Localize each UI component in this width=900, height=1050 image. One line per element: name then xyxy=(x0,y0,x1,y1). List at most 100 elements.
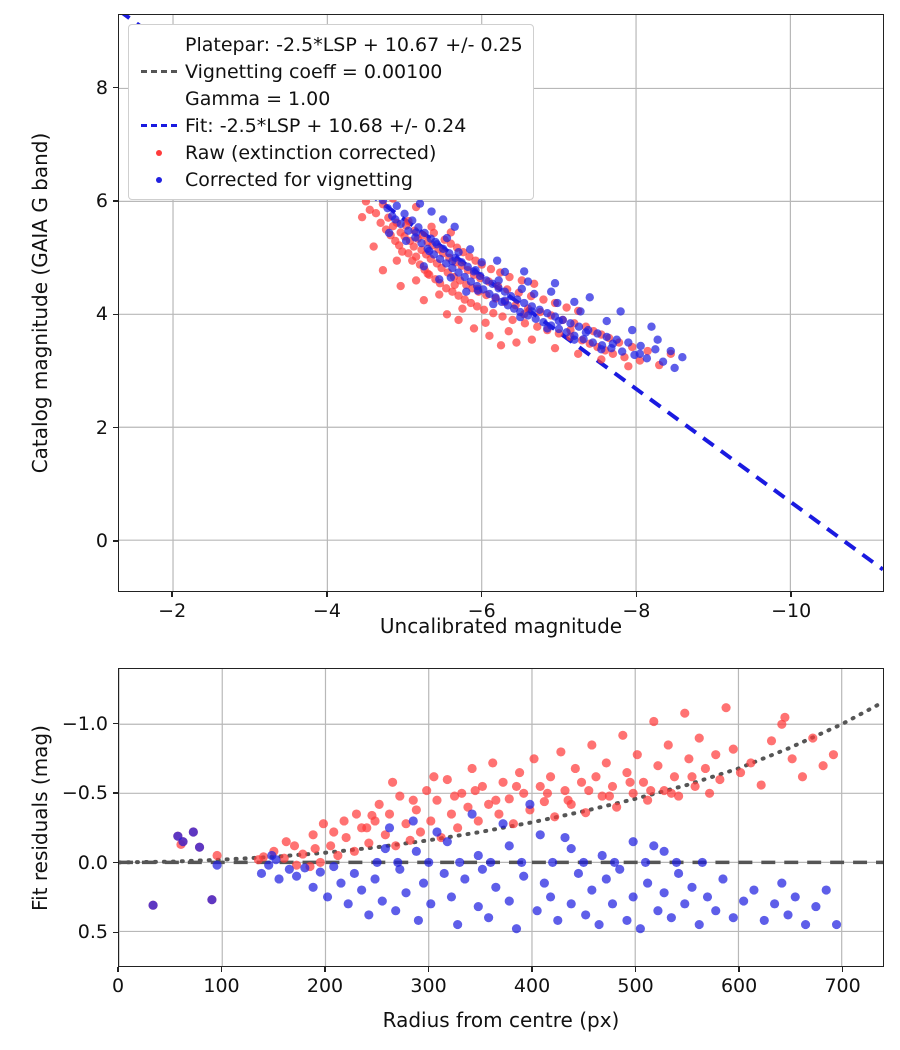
scatter-point xyxy=(372,857,382,867)
scatter-point xyxy=(400,209,409,218)
scatter-point xyxy=(581,328,591,337)
scatter-point xyxy=(800,919,811,930)
scatter-point xyxy=(274,874,284,884)
scatter-point xyxy=(718,874,728,884)
scatter-point xyxy=(546,287,556,296)
scatter-point xyxy=(392,256,402,265)
scatter-point xyxy=(491,293,500,302)
scatter-point xyxy=(663,740,673,750)
scatter-point xyxy=(393,857,403,867)
scatter-point xyxy=(597,355,606,364)
scatter-point xyxy=(391,906,401,916)
scatter-point xyxy=(783,910,793,920)
scatter-point xyxy=(460,295,469,304)
residuals-plot-canvas xyxy=(119,669,883,966)
scatter-point xyxy=(517,284,527,294)
scatter-point xyxy=(632,750,642,760)
scatter-point xyxy=(554,324,564,334)
scatter-point xyxy=(442,284,451,293)
legend-dot-icon xyxy=(137,166,181,193)
scatter-point xyxy=(371,209,381,218)
scatter-point xyxy=(570,763,580,774)
scatter-point xyxy=(647,322,656,331)
scatter-point xyxy=(690,781,700,791)
scatter-point xyxy=(527,335,537,344)
scatter-point xyxy=(678,353,687,362)
scatter-point xyxy=(504,841,514,851)
scatter-point xyxy=(659,785,669,796)
legend-item: Corrected for vignetting xyxy=(137,166,523,193)
scatter-point xyxy=(494,284,503,293)
scatter-point xyxy=(607,781,618,791)
scatter-point xyxy=(721,703,731,713)
scatter-point xyxy=(482,276,491,285)
scatter-point xyxy=(500,267,510,277)
scatter-point xyxy=(422,785,432,796)
scatter-point xyxy=(780,712,790,722)
scatter-point xyxy=(543,324,552,333)
scatter-point xyxy=(504,896,514,906)
scatter-point xyxy=(446,892,457,902)
y-tick xyxy=(113,426,118,429)
scatter-point xyxy=(489,308,498,318)
scatter-point xyxy=(821,885,831,895)
scatter-point xyxy=(539,318,548,327)
dot-marker-icon xyxy=(156,176,162,183)
scatter-point xyxy=(491,795,501,805)
scatter-point xyxy=(680,899,690,909)
scatter-point xyxy=(666,913,676,923)
scatter-point xyxy=(413,915,423,925)
scatter-point xyxy=(554,316,564,326)
scatter-point xyxy=(749,885,759,895)
legend-item-label: Raw (extinction corrected) xyxy=(185,141,437,164)
scatter-point xyxy=(576,777,587,787)
scatter-point xyxy=(264,860,274,870)
scatter-point xyxy=(477,864,488,874)
scatter-point xyxy=(408,216,417,225)
scatter-point xyxy=(391,841,401,851)
scatter-point xyxy=(579,334,588,344)
scatter-point xyxy=(700,763,711,774)
legend-item: Raw (extinction corrected) xyxy=(137,139,523,166)
scatter-point xyxy=(349,868,359,879)
scatter-point xyxy=(463,802,473,812)
scatter-point xyxy=(411,252,421,261)
scatter-point xyxy=(435,275,444,284)
scatter-point xyxy=(315,867,325,877)
legend-blank-key xyxy=(137,85,181,112)
scatter-point xyxy=(535,305,544,314)
y-tick-label: 0 xyxy=(95,530,108,552)
scatter-point xyxy=(570,297,579,307)
y-tick xyxy=(113,313,118,316)
scatter-point xyxy=(711,750,721,760)
x-tick-label: 400 xyxy=(513,975,551,997)
scatter-point xyxy=(687,882,697,892)
scatter-point xyxy=(651,345,660,354)
scatter-point xyxy=(533,322,542,331)
scatter-point xyxy=(617,347,627,356)
scatter-point xyxy=(587,740,597,750)
scatter-point xyxy=(680,708,690,718)
x-tick xyxy=(324,967,326,972)
scatter-point xyxy=(486,264,496,274)
y-tick-label: 8 xyxy=(95,76,108,99)
scatter-point xyxy=(585,293,594,302)
scatter-point xyxy=(473,816,483,826)
scatter-point xyxy=(500,296,510,305)
scatter-point xyxy=(711,906,721,916)
scatter-point xyxy=(653,906,663,916)
scatter-point xyxy=(666,788,676,798)
x-tick xyxy=(634,967,637,972)
scatter-point xyxy=(666,346,675,356)
scatter-point xyxy=(388,777,398,787)
scatter-point xyxy=(587,885,597,895)
scatter-point xyxy=(449,791,460,801)
scatter-point xyxy=(653,761,663,771)
scatter-point xyxy=(498,819,508,829)
scatter-point xyxy=(504,794,514,804)
scatter-point xyxy=(364,838,374,848)
scatter-point xyxy=(556,747,566,757)
x-tick-label: 200 xyxy=(306,975,344,997)
scatter-point xyxy=(409,242,418,251)
y-tick xyxy=(113,931,118,933)
